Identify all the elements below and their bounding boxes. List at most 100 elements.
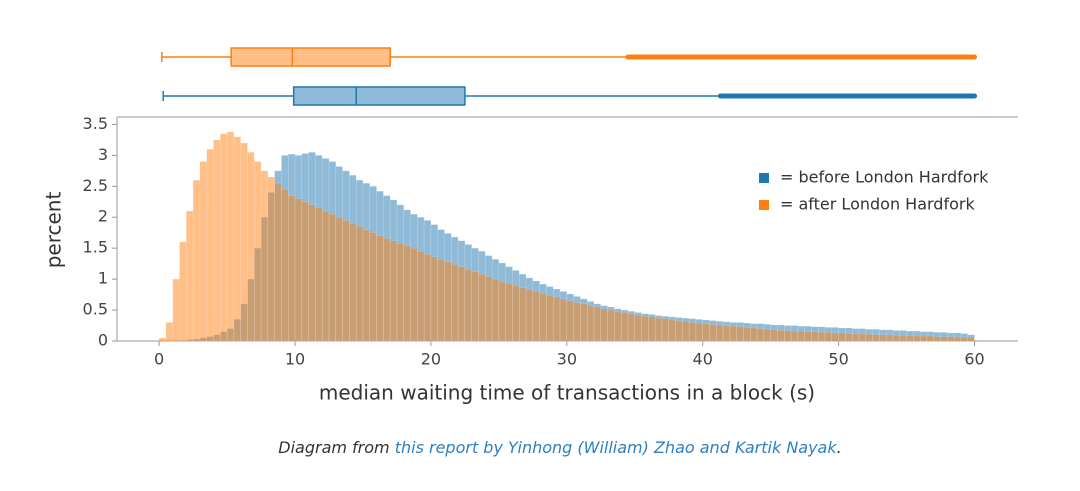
histogram-bar — [362, 229, 371, 342]
histogram-bar — [525, 289, 534, 342]
histogram-bar — [172, 278, 180, 342]
histogram-bar — [233, 136, 241, 342]
histogram-bar — [634, 314, 642, 342]
histogram-bar — [675, 320, 683, 342]
histogram-bar — [186, 210, 194, 342]
x-tick-label: 0 — [154, 350, 164, 369]
histogram-bar — [335, 216, 343, 342]
histogram-bar — [559, 298, 568, 342]
histogram-bar — [220, 133, 228, 342]
y-tick-label: 3.5 — [83, 114, 108, 133]
legend-label: = before London Hardfork — [780, 168, 989, 187]
y-tick-label: 0.5 — [83, 300, 108, 319]
histogram-bar — [376, 235, 384, 342]
y-tick-label: 3 — [98, 145, 108, 164]
histogram-bar — [702, 323, 710, 342]
histogram-bar — [940, 336, 948, 342]
box — [230, 47, 391, 67]
histogram-bar — [226, 131, 235, 342]
histogram-bar — [851, 333, 860, 342]
histogram-bar — [240, 142, 248, 342]
histogram-bar — [661, 318, 669, 342]
histogram-bar — [165, 322, 173, 342]
histogram-bar — [620, 312, 629, 342]
caption-link[interactable]: this report by Yinhong (William) Zhao an… — [395, 438, 838, 457]
histogram-bar — [342, 220, 350, 342]
histogram-bar — [254, 161, 262, 342]
histogram-bar — [199, 161, 207, 342]
histogram-bar — [192, 179, 201, 342]
histogram-bar — [389, 240, 398, 342]
y-tick-label: 2.5 — [83, 176, 108, 195]
histogram-bar — [281, 189, 289, 342]
histogram-bar — [274, 182, 282, 342]
histogram-bar — [668, 319, 676, 342]
histogram-bar — [865, 333, 873, 342]
histogram-bar — [960, 337, 968, 342]
x-tick-label: 40 — [693, 350, 713, 369]
histogram-bar — [885, 334, 894, 342]
histogram-bar — [648, 316, 656, 342]
histogram-bar — [206, 148, 214, 342]
box — [292, 86, 466, 106]
histogram-bar — [410, 247, 418, 342]
histogram-bar — [457, 266, 466, 342]
histogram-bar — [546, 294, 554, 342]
x-tick-label: 60 — [964, 350, 984, 369]
y-tick-label: 1.5 — [83, 238, 108, 257]
histogram-bar — [607, 309, 615, 342]
histogram-bar — [478, 273, 486, 342]
histogram-bar — [919, 335, 928, 342]
x-axis-label: median waiting time of transactions in a… — [319, 381, 815, 405]
histogram-bar — [872, 334, 880, 342]
histogram-bar — [797, 330, 805, 342]
histogram-bar — [213, 139, 221, 342]
histogram-bar — [899, 335, 907, 342]
y-tick-label: 1 — [98, 269, 108, 288]
histogram-bar — [879, 334, 887, 342]
histogram-bar — [790, 330, 799, 342]
histogram-bar — [308, 204, 316, 342]
histogram-bar — [926, 335, 934, 342]
histogram-bar — [437, 259, 445, 342]
legend-swatch — [759, 200, 769, 210]
histogram-bar — [654, 317, 663, 342]
histogram-bar — [824, 332, 833, 342]
histogram-bar — [777, 330, 785, 342]
histogram-bar — [403, 245, 411, 342]
histogram-bar — [743, 327, 751, 342]
x-tick-label: 20 — [421, 350, 441, 369]
caption: Diagram from this report by Yinhong (Wil… — [278, 438, 841, 457]
histogram-bar — [369, 232, 377, 342]
histogram-bar — [498, 281, 506, 342]
histogram-bar — [294, 198, 303, 342]
histogram-bar — [845, 333, 853, 342]
histogram-bar — [485, 276, 493, 342]
histogram-bar — [580, 303, 588, 342]
histogram-bar — [247, 152, 255, 342]
histogram-bar — [301, 201, 309, 342]
histogram-bar — [756, 328, 765, 342]
histogram-bar — [750, 327, 758, 342]
histogram-bar — [763, 328, 771, 342]
y-axis-label: percent — [42, 192, 66, 269]
histogram-bar — [505, 283, 513, 342]
histogram-bar — [349, 223, 357, 342]
histogram-bar — [892, 335, 901, 342]
histogram-bar — [315, 207, 323, 342]
histogram-bar — [444, 261, 452, 342]
histogram-bar — [838, 332, 846, 342]
x-tick-label: 50 — [828, 350, 848, 369]
histogram-bar — [858, 333, 867, 342]
histogram-bar — [586, 305, 595, 342]
histogram-bar — [321, 210, 330, 342]
histogram-bar — [913, 335, 921, 342]
histogram-bar — [682, 320, 690, 342]
histogram-bar — [396, 242, 404, 342]
legend-label: = after London Hardfork — [780, 195, 975, 214]
histogram-bar — [328, 213, 337, 342]
caption-suffix: . — [837, 438, 842, 457]
histogram-bar — [831, 332, 839, 342]
histogram-bar — [593, 306, 602, 342]
